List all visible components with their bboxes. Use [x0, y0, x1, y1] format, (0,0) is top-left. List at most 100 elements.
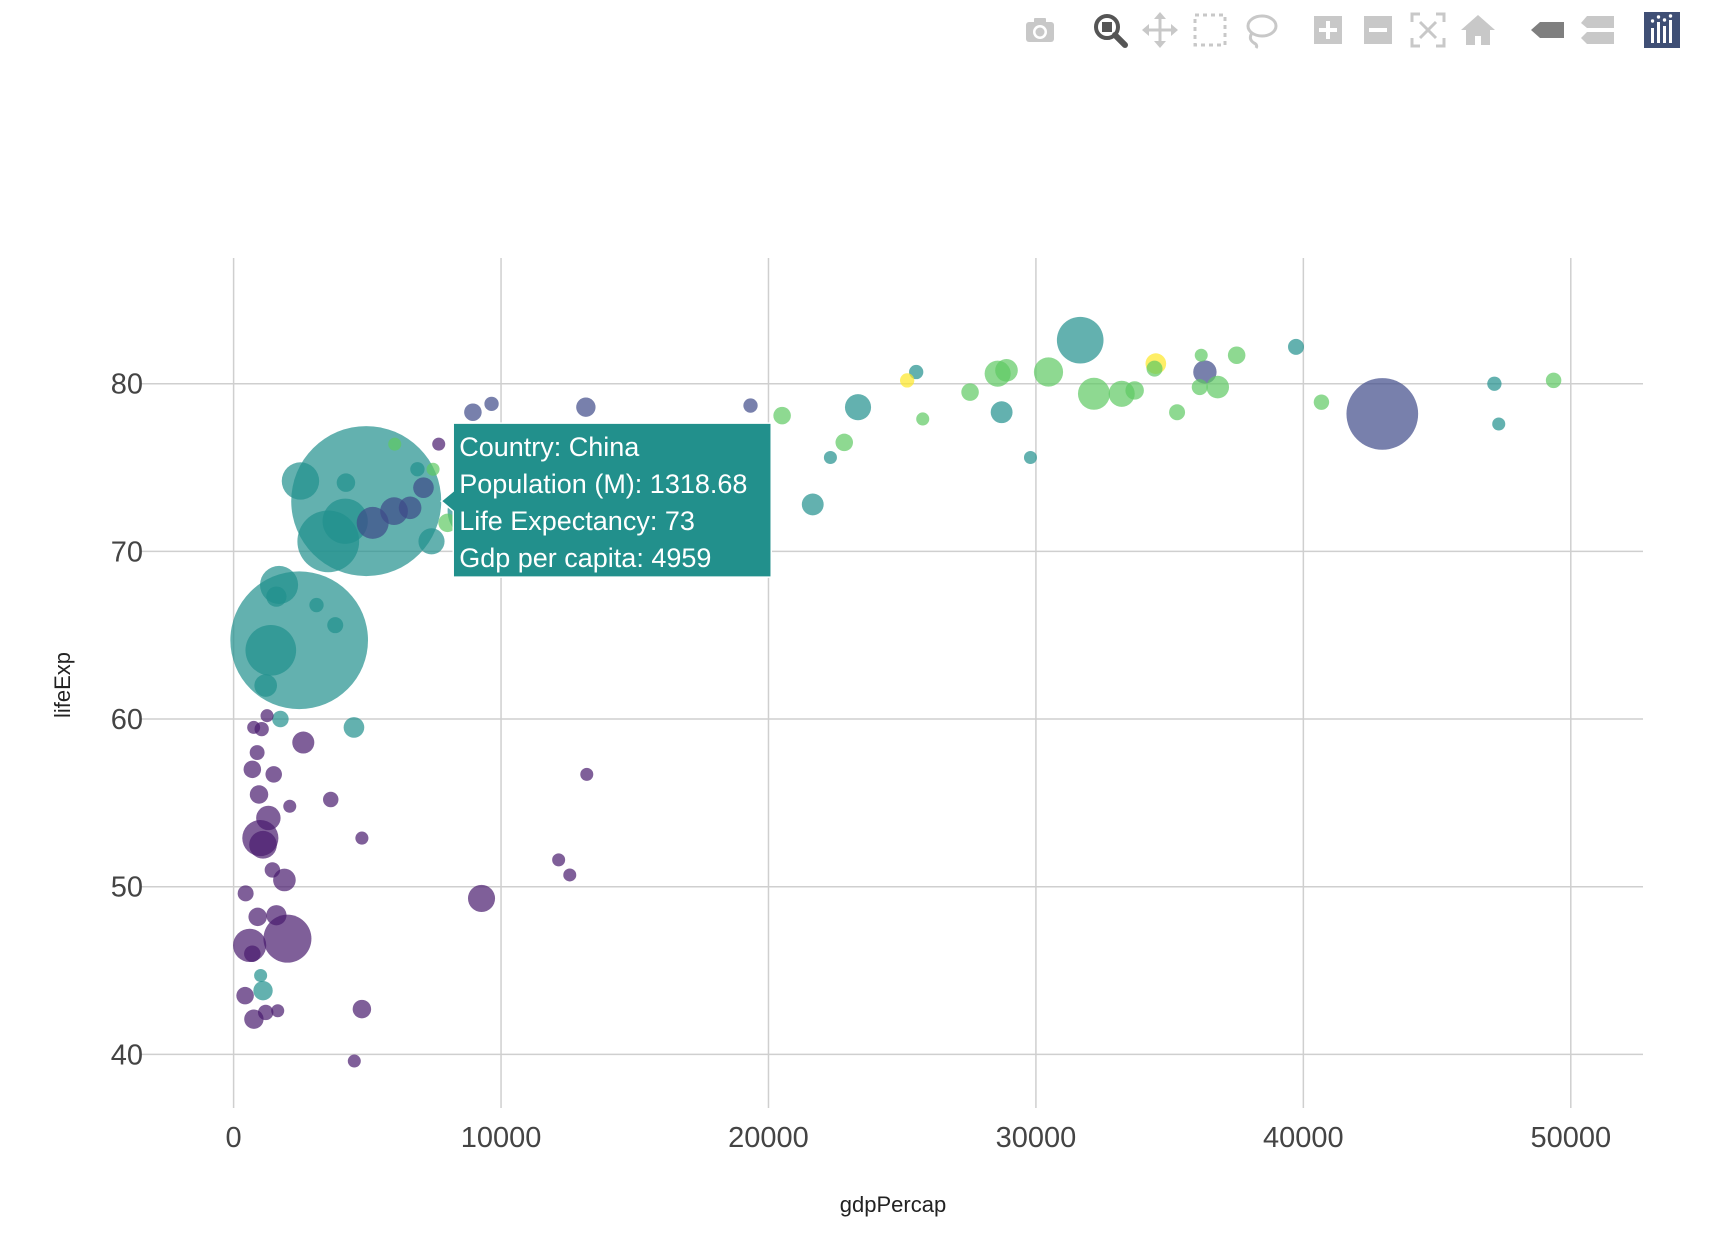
data-point[interactable]: [1191, 379, 1208, 396]
data-point[interactable]: [580, 767, 594, 781]
data-point[interactable]: [264, 862, 281, 878]
zoom-in-icon[interactable]: [1308, 10, 1348, 50]
data-point[interactable]: [249, 830, 277, 859]
data-point[interactable]: [418, 528, 445, 555]
data-point[interactable]: [266, 905, 287, 926]
data-point[interactable]: [801, 493, 824, 516]
y-tick-label: 70: [111, 536, 143, 568]
data-point[interactable]: [263, 914, 312, 963]
data-point[interactable]: [899, 373, 915, 388]
data-point[interactable]: [1033, 357, 1064, 387]
data-point[interactable]: [1077, 377, 1110, 410]
data-point[interactable]: [1313, 394, 1330, 410]
hover-compare-icon[interactable]: [1578, 10, 1618, 50]
data-point[interactable]: [323, 791, 339, 808]
data-point[interactable]: [990, 401, 1013, 424]
data-point[interactable]: [249, 745, 265, 761]
markers[interactable]: [230, 316, 1562, 1068]
data-point[interactable]: [237, 885, 254, 902]
data-point[interactable]: [272, 710, 289, 728]
data-point[interactable]: [309, 597, 324, 613]
data-point[interactable]: [1056, 316, 1104, 364]
data-point[interactable]: [773, 406, 791, 425]
zoom-icon[interactable]: [1090, 10, 1130, 50]
data-point[interactable]: [243, 760, 262, 779]
data-point[interactable]: [322, 498, 368, 544]
data-point[interactable]: [1169, 404, 1186, 421]
data-point[interactable]: [356, 506, 389, 539]
data-point[interactable]: [1023, 451, 1037, 465]
data-point[interactable]: [327, 617, 344, 634]
data-point[interactable]: [464, 403, 482, 422]
lasso-select-icon[interactable]: [1240, 10, 1280, 50]
hover-closest-icon[interactable]: [1528, 10, 1568, 50]
data-point[interactable]: [426, 462, 440, 476]
data-point[interactable]: [576, 397, 596, 417]
data-point[interactable]: [236, 986, 254, 1005]
data-point[interactable]: [336, 473, 356, 492]
data-point[interactable]: [254, 969, 268, 983]
data-point[interactable]: [484, 396, 499, 412]
plotly-logo-icon[interactable]: [1642, 10, 1682, 50]
zoom-out-icon[interactable]: [1358, 10, 1398, 50]
data-point[interactable]: [1227, 346, 1246, 365]
data-point[interactable]: [1487, 376, 1502, 391]
data-point[interactable]: [552, 853, 566, 867]
data-point[interactable]: [248, 907, 267, 927]
data-point[interactable]: [916, 412, 930, 426]
data-point[interactable]: [413, 477, 434, 499]
data-point[interactable]: [281, 462, 320, 500]
y-tick-labels: 40 50 60 70 80: [111, 369, 143, 1072]
data-point[interactable]: [292, 731, 315, 754]
data-point[interactable]: [1288, 338, 1304, 355]
data-point[interactable]: [283, 799, 297, 813]
data-point[interactable]: [260, 709, 274, 723]
data-point[interactable]: [249, 785, 269, 804]
data-point[interactable]: [244, 945, 261, 963]
data-point[interactable]: [266, 586, 287, 607]
data-point[interactable]: [1545, 372, 1562, 389]
data-point[interactable]: [909, 364, 924, 380]
data-point[interactable]: [1194, 348, 1208, 362]
data-point[interactable]: [257, 1004, 274, 1021]
data-point[interactable]: [563, 868, 577, 882]
data-point[interactable]: [743, 398, 758, 413]
data-point[interactable]: [823, 450, 837, 465]
data-point[interactable]: [256, 805, 281, 831]
reset-axes-icon[interactable]: [1458, 10, 1498, 50]
data-point[interactable]: [432, 437, 446, 451]
data-point[interactable]: [245, 624, 297, 676]
x-tick-labels: 0 10000 20000 30000 40000 50000: [226, 1122, 1612, 1154]
data-point[interactable]: [995, 359, 1018, 382]
y-tick-label: 50: [111, 872, 143, 904]
data-point[interactable]: [835, 433, 854, 452]
data-point[interactable]: [438, 513, 457, 533]
camera-icon[interactable]: [1020, 10, 1060, 50]
data-point[interactable]: [347, 1054, 361, 1068]
data-point[interactable]: [467, 884, 496, 912]
autoscale-icon[interactable]: [1408, 10, 1448, 50]
data-point[interactable]: [1492, 417, 1506, 431]
data-point[interactable]: [273, 868, 296, 892]
data-point[interactable]: [355, 831, 369, 845]
data-point[interactable]: [1125, 381, 1144, 400]
data-point[interactable]: [247, 720, 261, 734]
pan-icon[interactable]: [1140, 10, 1180, 50]
data-point[interactable]: [961, 383, 979, 401]
data-point[interactable]: [1346, 378, 1419, 450]
data-point[interactable]: [388, 437, 402, 451]
data-point[interactable]: [844, 394, 872, 421]
data-point[interactable]: [1146, 360, 1163, 377]
box-select-icon[interactable]: [1190, 10, 1230, 50]
data-point[interactable]: [410, 462, 425, 477]
data-point[interactable]: [1193, 360, 1217, 384]
data-point[interactable]: [254, 674, 278, 697]
data-point[interactable]: [398, 496, 422, 520]
data-point[interactable]: [253, 980, 273, 1001]
data-point[interactable]: [1206, 375, 1230, 399]
data-point[interactable]: [271, 1004, 285, 1018]
data-point[interactable]: [352, 999, 372, 1019]
data-point[interactable]: [343, 717, 365, 738]
x-tick-label: 10000: [461, 1122, 542, 1154]
data-point[interactable]: [265, 766, 282, 783]
